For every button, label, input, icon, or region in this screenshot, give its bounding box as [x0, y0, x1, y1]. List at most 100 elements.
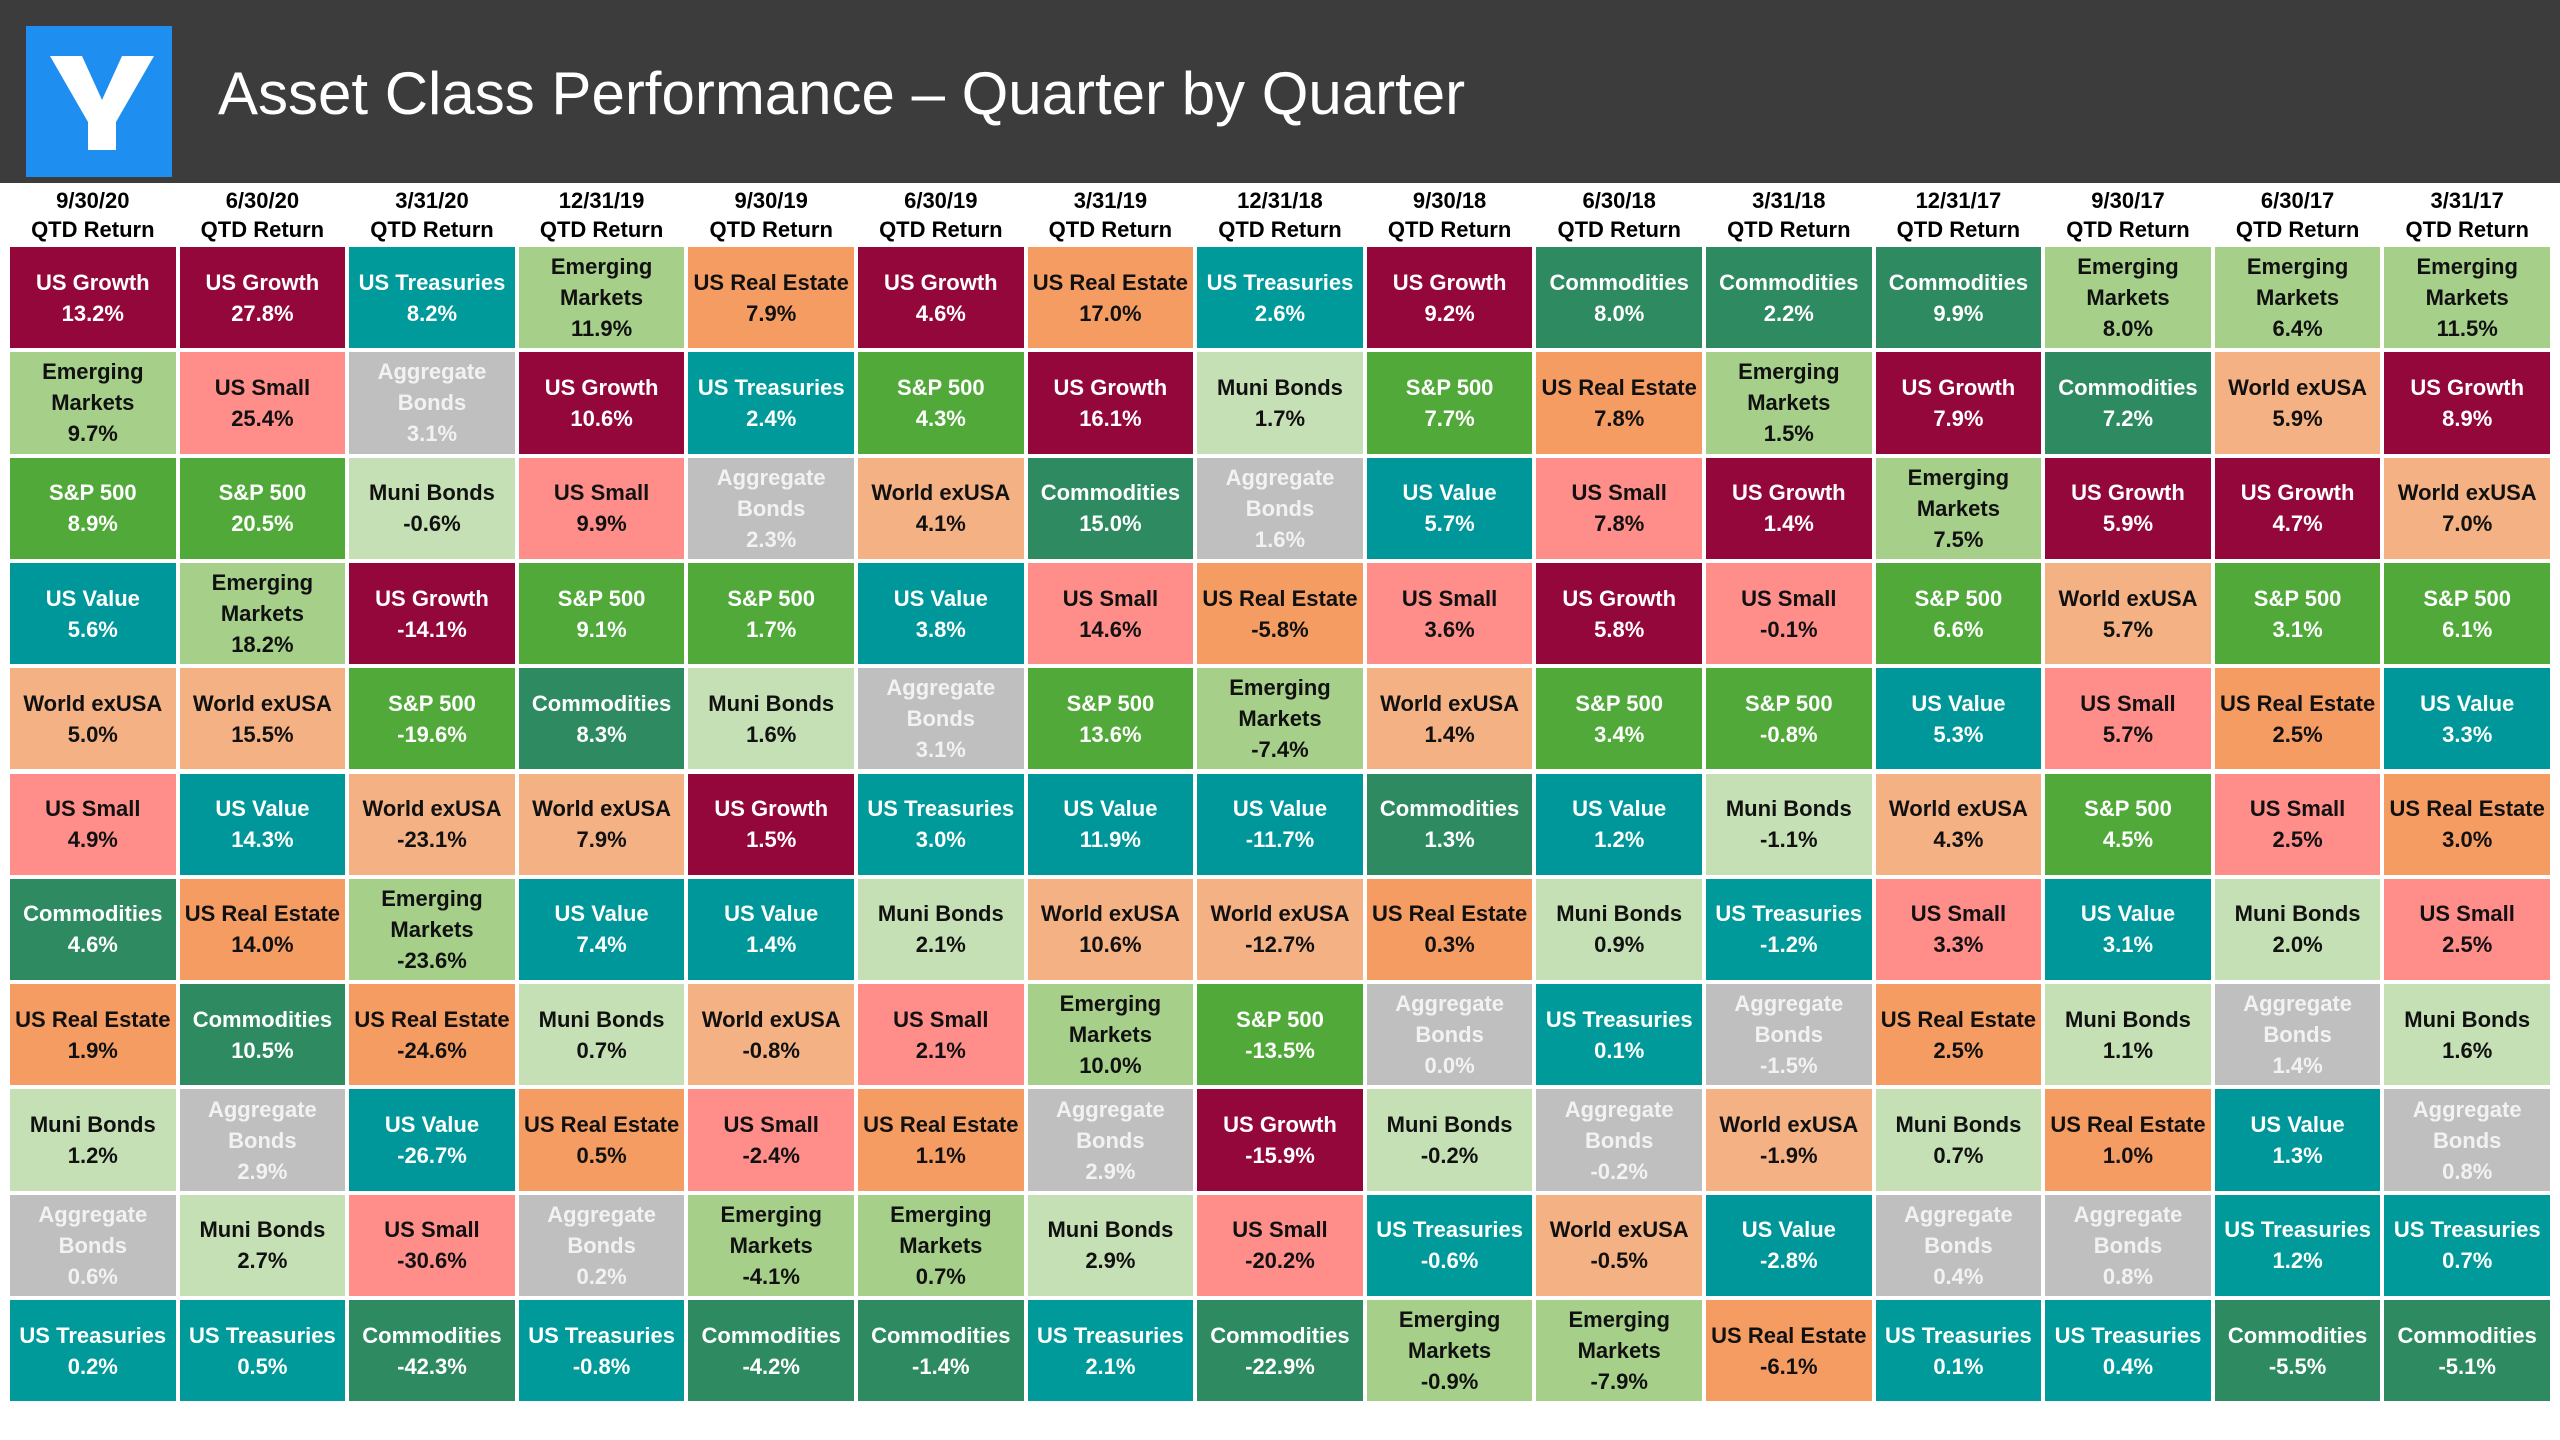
asset-name: Commodities [1210, 1322, 1350, 1348]
asset-cell: US Treasuries 2.6% [1195, 245, 1365, 351]
asset-cell: Aggregate Bonds 0.4% [1873, 1192, 2044, 1298]
asset-return: 3.4% [1594, 721, 1645, 747]
asset-cell: US Growth 5.9% [2043, 455, 2213, 561]
asset-cell: US Treasuries -0.6% [1364, 1192, 1535, 1298]
asset-return: 9.1% [576, 616, 627, 642]
asset-name: World exUSA [1210, 901, 1350, 927]
quarter-date: 3/31/18 [1752, 188, 1826, 213]
asset-return: -0.9% [1420, 1369, 1479, 1395]
asset-name: US Small [2249, 796, 2346, 822]
quarter-date: 12/31/19 [558, 188, 645, 213]
asset-cell: World exUSA 10.6% [1025, 876, 1196, 983]
asset-return: -1.1% [1760, 827, 1818, 853]
asset-return: 2.9% [237, 1158, 288, 1184]
asset-return: -0.2% [1420, 1143, 1479, 1169]
asset-cell: S&P 500 4.3% [856, 350, 1026, 456]
asset-name: S&P 500 [1575, 690, 1664, 716]
qtd-return-label: QTD Return [1896, 217, 2021, 242]
asset-cell: US Value 14.3% [177, 771, 348, 877]
asset-cell: US Value 3.1% [2043, 876, 2213, 983]
asset-name: S&P 500 [2253, 585, 2342, 611]
asset-name: US Value [1911, 690, 2006, 716]
asset-name: Muni Bonds [2065, 1006, 2191, 1032]
asset-name: Commodities [23, 901, 163, 927]
asset-return: 9.2% [1424, 300, 1475, 326]
asset-return: 1.3% [2272, 1143, 2323, 1169]
asset-return: -0.6% [1420, 1248, 1479, 1274]
asset-name: US Treasuries [2393, 1217, 2541, 1243]
qtd-return-label: QTD Return [2405, 217, 2529, 242]
asset-return: 10.6% [570, 405, 633, 431]
asset-return: -5.5% [2268, 1353, 2327, 1379]
asset-name: World exUSA [192, 690, 332, 716]
asset-return: -26.7% [397, 1143, 467, 1169]
asset-return: -4.2% [742, 1353, 800, 1379]
asset-cell: Aggregate Bonds 3.1% [856, 666, 1026, 772]
quarter-header: 9/30/19 QTD Return [686, 186, 856, 244]
asset-name: US Treasuries [1545, 1006, 1693, 1032]
asset-return: -11.7% [1245, 827, 1315, 853]
asset-cell: US Value 1.2% [1534, 771, 1704, 877]
asset-return: 4.3% [915, 405, 966, 431]
header-bar: Asset Class Performance – Quarter by Qua… [0, 0, 2560, 183]
asset-name: Muni Bonds [1895, 1112, 2022, 1138]
asset-return: 5.9% [2272, 405, 2323, 431]
quarter-header: 6/30/17 QTD Return [2213, 186, 2383, 244]
asset-cell: US Treasuries 0.4% [2043, 1298, 2213, 1404]
asset-return: 1.4% [1763, 511, 1814, 537]
asset-return: 10.0% [1079, 1053, 1142, 1079]
asset-return: -2.4% [742, 1143, 800, 1169]
asset-return: 9.9% [1933, 300, 1984, 326]
asset-return: 7.0% [2442, 511, 2493, 537]
asset-name: US Real Estate [2050, 1112, 2206, 1138]
asset-cell: S&P 500 1.7% [686, 560, 856, 667]
asset-cell: Aggregate Bonds 2.9% [1025, 1087, 1196, 1193]
asset-return: -0.2% [1590, 1158, 1648, 1184]
asset-name: US Real Estate [2389, 796, 2545, 822]
asset-cell: US Small 25.4% [177, 350, 348, 456]
asset-return: 1.1% [915, 1143, 966, 1169]
asset-return: 1.9% [67, 1037, 118, 1063]
qtd-return-label: QTD Return [2066, 217, 2190, 242]
asset-name: US Value [1572, 796, 1667, 822]
asset-name: Aggregate Bonds [38, 1201, 148, 1258]
asset-cell: Aggregate Bonds 0.8% [2043, 1192, 2213, 1298]
asset-cell: Emerging Markets 18.2% [177, 560, 348, 667]
asset-name: US Small [384, 1217, 480, 1243]
quarter-date: 3/31/17 [2430, 188, 2504, 213]
asset-return: -30.6% [397, 1248, 467, 1274]
asset-return: 2.7% [237, 1248, 288, 1274]
asset-name: US Real Estate [2219, 690, 2376, 716]
asset-cell: US Real Estate 7.8% [1534, 350, 1704, 456]
asset-return: 0.6% [67, 1263, 118, 1289]
asset-cell: US Value -26.7% [347, 1087, 517, 1193]
asset-name: World exUSA [23, 690, 163, 716]
asset-cell: Muni Bonds 2.1% [856, 876, 1026, 983]
asset-cell: US Small 7.8% [1534, 455, 1704, 561]
asset-cell: Aggregate Bonds -0.2% [1534, 1087, 1704, 1193]
asset-return: 8.2% [406, 300, 458, 326]
asset-cell: Muni Bonds -0.2% [1364, 1087, 1535, 1193]
asset-name: World exUSA [362, 796, 502, 822]
asset-return: 7.2% [2102, 405, 2154, 431]
asset-cell: S&P 500 -0.8% [1704, 666, 1874, 772]
asset-name: Muni Bonds [199, 1217, 326, 1243]
asset-name: US Treasuries [528, 1322, 675, 1348]
asset-return: 1.4% [2272, 1053, 2323, 1079]
asset-return: -0.5% [1590, 1248, 1648, 1274]
asset-cell: Commodities 2.2% [1704, 245, 1874, 351]
asset-return: 3.3% [1933, 932, 1984, 958]
asset-cell: Commodities -22.9% [1195, 1298, 1365, 1404]
asset-cell: Commodities -5.5% [2212, 1298, 2383, 1404]
asset-name: Commodities [701, 1322, 841, 1348]
asset-return: 3.6% [1424, 616, 1475, 642]
asset-cell: Emerging Markets -0.9% [1364, 1298, 1535, 1404]
qtd-return-label: QTD Return [1218, 217, 1342, 242]
asset-cell: Muni Bonds 1.7% [1195, 350, 1365, 456]
asset-return: 0.8% [2442, 1158, 2493, 1184]
asset-return: 0.1% [1933, 1353, 1984, 1379]
asset-return: 18.2% [231, 632, 294, 658]
asset-cell: US Real Estate -5.8% [1195, 560, 1365, 667]
asset-name: World exUSA [2058, 585, 2198, 611]
asset-name: US Real Estate [184, 901, 341, 927]
